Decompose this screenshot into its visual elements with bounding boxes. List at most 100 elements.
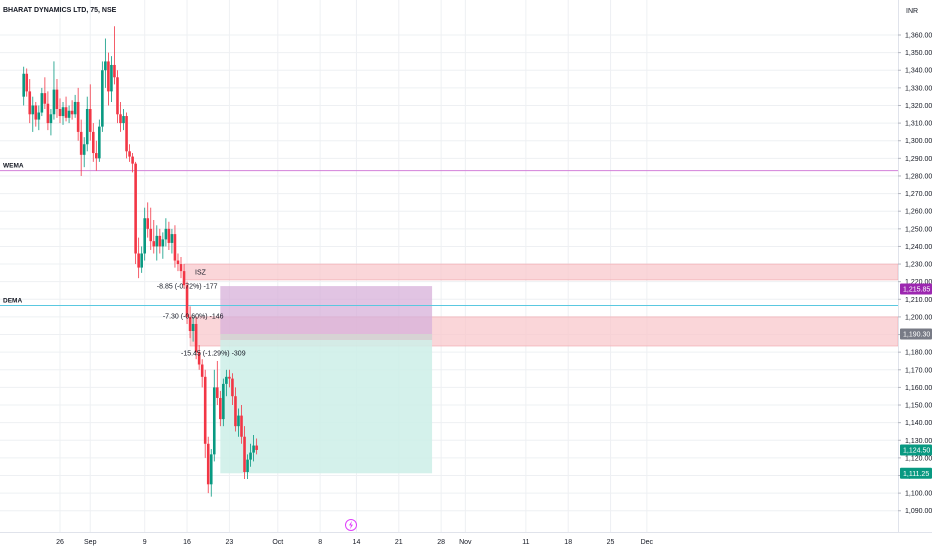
candle-body	[234, 396, 237, 427]
candle-body	[249, 452, 252, 460]
date-tick-label: 8	[318, 539, 322, 546]
candle-body	[55, 89, 59, 110]
candle-body	[37, 112, 41, 120]
stop-loss-zone	[220, 286, 433, 335]
candle-body	[246, 459, 249, 472]
date-tick-label: 18	[564, 539, 572, 546]
price-tick-label: 1,240.00	[905, 244, 932, 251]
candle-body	[167, 228, 171, 243]
price-tick-label: 1,360.00	[905, 33, 932, 40]
candle-body	[85, 109, 89, 145]
price-badge	[900, 467, 932, 479]
candle-body	[91, 131, 95, 154]
date-tick-label: 28	[437, 539, 445, 546]
candle-body	[25, 73, 29, 92]
candle-body	[22, 73, 25, 97]
measure-annotations: -8.85 (-0.72%) -177 -7.30 (-0.60%) -146 -1…	[157, 284, 246, 358]
candle-body	[116, 77, 119, 115]
candle-body	[73, 101, 77, 115]
candle-body	[140, 253, 143, 268]
price-tick-label: 1,170.00	[905, 367, 932, 374]
candle-body	[28, 91, 32, 115]
candle-body	[82, 144, 86, 155]
time-axis[interactable]: 26 Sep 9 16 23 Oct 8 14 21 28 Nov 11 18 25 Dec	[56, 539, 653, 546]
candle-body	[225, 376, 228, 384]
candle-body	[203, 376, 207, 444]
candle-body	[64, 107, 68, 118]
candle-body	[206, 443, 210, 485]
price-tick-label: 1,180.00	[905, 350, 932, 357]
indicator-label: DEMA	[3, 297, 22, 304]
date-tick-label: Sep	[84, 539, 97, 546]
candle-body	[219, 397, 222, 420]
date-tick-label: 16	[183, 539, 191, 546]
candle-body	[88, 109, 92, 132]
candle-body	[188, 316, 192, 332]
price-badge-label: 1,190.30	[903, 332, 930, 339]
candle-body	[101, 70, 104, 127]
price-badge-label: 1,111.25	[903, 471, 929, 478]
price-tick-label: 1,160.00	[905, 385, 932, 392]
candle-body	[176, 260, 180, 265]
entry-band	[220, 334, 433, 341]
price-tick-label: 1,130.00	[905, 438, 932, 445]
candle-body	[61, 107, 65, 117]
price-axis[interactable]: 1,360.00 1,350.00 1,340.00 1,330.00 1,320.00…	[898, 33, 932, 516]
date-tick-label: 14	[353, 539, 361, 546]
price-tick-label: 1,200.00	[905, 314, 932, 321]
indicator-label: WEMA	[3, 163, 24, 170]
price-tick-label: 1,220.00	[905, 279, 932, 286]
candle-body	[134, 163, 137, 254]
price-tick-label: 1,280.00	[905, 173, 932, 180]
candle-body	[222, 383, 225, 420]
price-badges: 1,215.85 1,190.30 1,124.50 1,111.25	[900, 283, 932, 479]
candle-body	[228, 376, 231, 379]
candle-body	[67, 110, 71, 118]
candle-body	[231, 378, 234, 397]
price-tick-label: 1,300.00	[905, 138, 932, 145]
price-tick-label: 1,270.00	[905, 191, 932, 198]
price-tick-label: 1,250.00	[905, 226, 932, 233]
price-badge	[900, 444, 932, 456]
supply-zone	[183, 263, 899, 281]
price-tick-label: 1,340.00	[905, 68, 932, 75]
chart-title: BHARAT DYNAMICS LTD, 75, NSE	[3, 7, 117, 14]
candle-body	[40, 93, 44, 113]
candle-body	[34, 105, 38, 120]
moving-average-lines: WEMA DEMA	[0, 163, 898, 306]
currency-label: INR	[906, 8, 918, 15]
candle-body	[143, 218, 146, 254]
candle-body	[46, 103, 50, 124]
candle-body	[179, 264, 183, 272]
candle-body	[191, 323, 195, 332]
zone-label: ISZ	[195, 269, 207, 276]
price-badge-label: 1,124.50	[903, 447, 930, 454]
lightning-icon[interactable]	[345, 519, 357, 531]
price-tick-label: 1,330.00	[905, 85, 932, 92]
price-tick-label: 1,260.00	[905, 209, 932, 216]
price-tick-label: 1,210.00	[905, 297, 932, 304]
candle-body	[155, 235, 159, 247]
measure-label: -8.85 (-0.72%) -177	[157, 284, 218, 291]
candle-body	[194, 323, 198, 353]
candle-body	[164, 228, 168, 240]
candle-body	[173, 234, 177, 261]
candle-body	[152, 241, 156, 247]
short-position-tool[interactable]	[220, 286, 433, 474]
candle-body	[52, 89, 56, 115]
candle-body	[197, 352, 201, 365]
date-tick-label: Oct	[272, 539, 283, 546]
candle-body	[104, 61, 107, 71]
candle-body	[95, 153, 98, 159]
candle-body	[237, 415, 240, 427]
candle-body	[131, 156, 134, 164]
candle-body	[70, 110, 74, 115]
date-tick-label: 26	[56, 539, 64, 546]
candle-body	[182, 271, 186, 286]
price-tick-label: 1,290.00	[905, 156, 932, 163]
candle-body	[146, 218, 150, 229]
candle-body	[98, 126, 101, 159]
candle-body	[119, 114, 122, 124]
candle-body	[31, 105, 35, 115]
